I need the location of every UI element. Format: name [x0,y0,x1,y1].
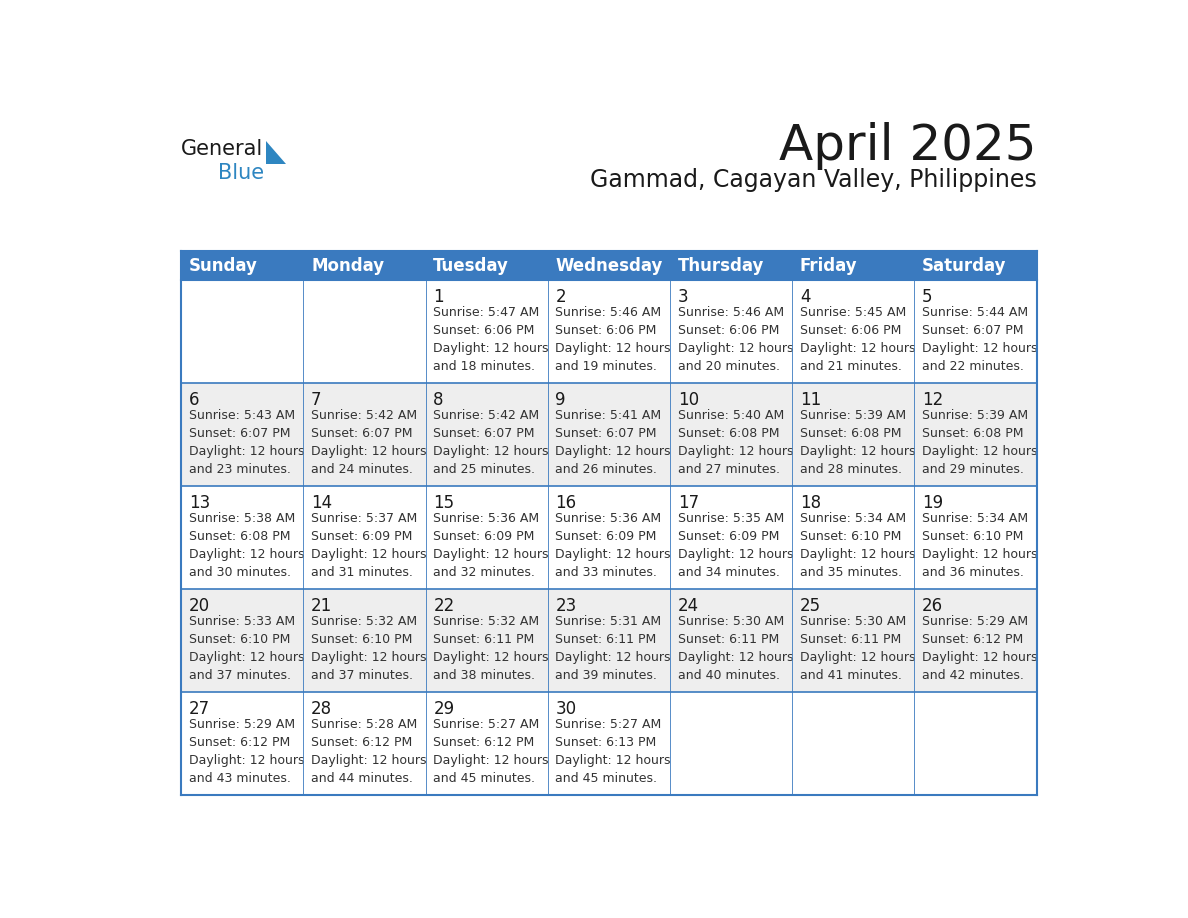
Text: 6: 6 [189,391,200,409]
Text: Sunrise: 5:40 AM
Sunset: 6:08 PM
Daylight: 12 hours
and 27 minutes.: Sunrise: 5:40 AM Sunset: 6:08 PM Dayligh… [677,409,794,476]
Bar [181,692,1037,796]
Bar [548,251,670,280]
Text: 7: 7 [311,391,322,409]
Text: Tuesday: Tuesday [434,257,510,274]
Bar [181,251,303,280]
Text: 14: 14 [311,494,333,512]
Text: Saturday: Saturday [922,257,1006,274]
Bar [181,487,1037,589]
Text: Sunrise: 5:36 AM
Sunset: 6:09 PM
Daylight: 12 hours
and 32 minutes.: Sunrise: 5:36 AM Sunset: 6:09 PM Dayligh… [434,512,549,578]
Text: 21: 21 [311,597,333,615]
Bar [425,251,548,280]
Text: 9: 9 [556,391,565,409]
Text: 28: 28 [311,700,333,718]
Text: 25: 25 [800,597,821,615]
Bar [792,251,915,280]
Text: 17: 17 [677,494,699,512]
Text: Sunrise: 5:45 AM
Sunset: 6:06 PM
Daylight: 12 hours
and 21 minutes.: Sunrise: 5:45 AM Sunset: 6:06 PM Dayligh… [800,306,916,373]
Text: Sunrise: 5:36 AM
Sunset: 6:09 PM
Daylight: 12 hours
and 33 minutes.: Sunrise: 5:36 AM Sunset: 6:09 PM Dayligh… [556,512,671,578]
Text: General: General [181,140,264,160]
Text: 13: 13 [189,494,210,512]
Text: Sunrise: 5:39 AM
Sunset: 6:08 PM
Daylight: 12 hours
and 28 minutes.: Sunrise: 5:39 AM Sunset: 6:08 PM Dayligh… [800,409,916,476]
Text: Sunrise: 5:46 AM
Sunset: 6:06 PM
Daylight: 12 hours
and 20 minutes.: Sunrise: 5:46 AM Sunset: 6:06 PM Dayligh… [677,306,794,373]
Text: Sunday: Sunday [189,257,258,274]
Text: Sunrise: 5:29 AM
Sunset: 6:12 PM
Daylight: 12 hours
and 42 minutes.: Sunrise: 5:29 AM Sunset: 6:12 PM Dayligh… [922,615,1037,682]
Text: Sunrise: 5:39 AM
Sunset: 6:08 PM
Daylight: 12 hours
and 29 minutes.: Sunrise: 5:39 AM Sunset: 6:08 PM Dayligh… [922,409,1037,476]
Bar [181,280,1037,384]
Text: 29: 29 [434,700,454,718]
Bar [915,251,1037,280]
Text: 15: 15 [434,494,454,512]
Text: 26: 26 [922,597,943,615]
Text: Sunrise: 5:46 AM
Sunset: 6:06 PM
Daylight: 12 hours
and 19 minutes.: Sunrise: 5:46 AM Sunset: 6:06 PM Dayligh… [556,306,671,373]
Text: 1: 1 [434,288,444,306]
Text: Gammad, Cagayan Valley, Philippines: Gammad, Cagayan Valley, Philippines [590,168,1037,192]
Text: Monday: Monday [311,257,384,274]
Text: Sunrise: 5:30 AM
Sunset: 6:11 PM
Daylight: 12 hours
and 40 minutes.: Sunrise: 5:30 AM Sunset: 6:11 PM Dayligh… [677,615,794,682]
Text: Sunrise: 5:34 AM
Sunset: 6:10 PM
Daylight: 12 hours
and 35 minutes.: Sunrise: 5:34 AM Sunset: 6:10 PM Dayligh… [800,512,916,578]
Text: Wednesday: Wednesday [556,257,663,274]
Bar [303,251,425,280]
Text: Sunrise: 5:29 AM
Sunset: 6:12 PM
Daylight: 12 hours
and 43 minutes.: Sunrise: 5:29 AM Sunset: 6:12 PM Dayligh… [189,718,304,785]
Text: 27: 27 [189,700,210,718]
Text: 2: 2 [556,288,567,306]
Text: Sunrise: 5:27 AM
Sunset: 6:13 PM
Daylight: 12 hours
and 45 minutes.: Sunrise: 5:27 AM Sunset: 6:13 PM Dayligh… [556,718,671,785]
Text: Sunrise: 5:32 AM
Sunset: 6:11 PM
Daylight: 12 hours
and 38 minutes.: Sunrise: 5:32 AM Sunset: 6:11 PM Dayligh… [434,615,549,682]
Text: Sunrise: 5:43 AM
Sunset: 6:07 PM
Daylight: 12 hours
and 23 minutes.: Sunrise: 5:43 AM Sunset: 6:07 PM Dayligh… [189,409,304,476]
Text: Sunrise: 5:32 AM
Sunset: 6:10 PM
Daylight: 12 hours
and 37 minutes.: Sunrise: 5:32 AM Sunset: 6:10 PM Dayligh… [311,615,426,682]
Text: 11: 11 [800,391,821,409]
Text: Sunrise: 5:38 AM
Sunset: 6:08 PM
Daylight: 12 hours
and 30 minutes.: Sunrise: 5:38 AM Sunset: 6:08 PM Dayligh… [189,512,304,578]
Text: Sunrise: 5:37 AM
Sunset: 6:09 PM
Daylight: 12 hours
and 31 minutes.: Sunrise: 5:37 AM Sunset: 6:09 PM Dayligh… [311,512,426,578]
Text: Sunrise: 5:42 AM
Sunset: 6:07 PM
Daylight: 12 hours
and 24 minutes.: Sunrise: 5:42 AM Sunset: 6:07 PM Dayligh… [311,409,426,476]
Text: Sunrise: 5:47 AM
Sunset: 6:06 PM
Daylight: 12 hours
and 18 minutes.: Sunrise: 5:47 AM Sunset: 6:06 PM Dayligh… [434,306,549,373]
Text: 19: 19 [922,494,943,512]
Text: April 2025: April 2025 [779,122,1037,170]
Text: Sunrise: 5:42 AM
Sunset: 6:07 PM
Daylight: 12 hours
and 25 minutes.: Sunrise: 5:42 AM Sunset: 6:07 PM Dayligh… [434,409,549,476]
Text: 10: 10 [677,391,699,409]
Text: Sunrise: 5:34 AM
Sunset: 6:10 PM
Daylight: 12 hours
and 36 minutes.: Sunrise: 5:34 AM Sunset: 6:10 PM Dayligh… [922,512,1037,578]
Text: Sunrise: 5:30 AM
Sunset: 6:11 PM
Daylight: 12 hours
and 41 minutes.: Sunrise: 5:30 AM Sunset: 6:11 PM Dayligh… [800,615,916,682]
Text: Blue: Blue [219,162,265,183]
Text: Thursday: Thursday [677,257,764,274]
Text: 22: 22 [434,597,455,615]
Text: Friday: Friday [800,257,858,274]
Text: Sunrise: 5:44 AM
Sunset: 6:07 PM
Daylight: 12 hours
and 22 minutes.: Sunrise: 5:44 AM Sunset: 6:07 PM Dayligh… [922,306,1037,373]
Text: 3: 3 [677,288,688,306]
Text: Sunrise: 5:35 AM
Sunset: 6:09 PM
Daylight: 12 hours
and 34 minutes.: Sunrise: 5:35 AM Sunset: 6:09 PM Dayligh… [677,512,794,578]
Text: 20: 20 [189,597,210,615]
Text: 12: 12 [922,391,943,409]
Text: Sunrise: 5:33 AM
Sunset: 6:10 PM
Daylight: 12 hours
and 37 minutes.: Sunrise: 5:33 AM Sunset: 6:10 PM Dayligh… [189,615,304,682]
Polygon shape [266,141,285,164]
Text: 30: 30 [556,700,576,718]
Text: Sunrise: 5:41 AM
Sunset: 6:07 PM
Daylight: 12 hours
and 26 minutes.: Sunrise: 5:41 AM Sunset: 6:07 PM Dayligh… [556,409,671,476]
Text: 23: 23 [556,597,576,615]
Text: Sunrise: 5:27 AM
Sunset: 6:12 PM
Daylight: 12 hours
and 45 minutes.: Sunrise: 5:27 AM Sunset: 6:12 PM Dayligh… [434,718,549,785]
Text: 5: 5 [922,288,933,306]
Text: Sunrise: 5:31 AM
Sunset: 6:11 PM
Daylight: 12 hours
and 39 minutes.: Sunrise: 5:31 AM Sunset: 6:11 PM Dayligh… [556,615,671,682]
Text: 4: 4 [800,288,810,306]
Bar [181,384,1037,487]
Text: 24: 24 [677,597,699,615]
Bar [670,251,792,280]
Bar [181,589,1037,692]
Text: 8: 8 [434,391,444,409]
Text: 18: 18 [800,494,821,512]
Text: 16: 16 [556,494,576,512]
Text: Sunrise: 5:28 AM
Sunset: 6:12 PM
Daylight: 12 hours
and 44 minutes.: Sunrise: 5:28 AM Sunset: 6:12 PM Dayligh… [311,718,426,785]
